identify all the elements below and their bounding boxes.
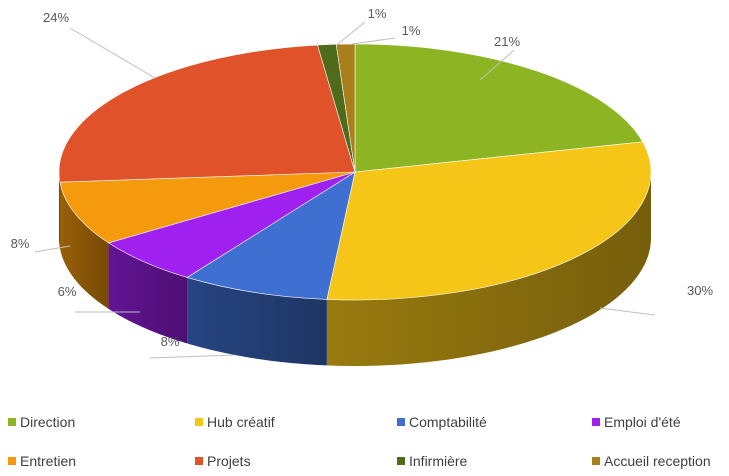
data-label-comptabilite: 8% — [161, 334, 180, 349]
legend-label-entretien: Entretien — [20, 453, 76, 469]
leader-line-infirmiere — [337, 21, 366, 45]
leader-lines — [34, 21, 656, 359]
pie-slice-hub-creatif — [326, 141, 652, 301]
leader-line-projets — [69, 27, 156, 79]
data-label-entretien: 8% — [11, 236, 30, 251]
legend-swatch-direction — [8, 418, 16, 426]
leader-line-accueil-reception — [351, 37, 396, 45]
leader-line-comptabilite — [149, 354, 236, 359]
legend-item-infirmiere: Infirmière — [397, 453, 468, 469]
pie-side-comptabilite — [187, 277, 327, 366]
legend-swatch-entretien — [8, 457, 16, 465]
legend-label-accueil-reception: Accueil reception — [604, 453, 711, 469]
legend-label-direction: Direction — [20, 414, 75, 430]
pie-side-hub-creatif — [326, 172, 651, 366]
legend-label-emploi-d-ete: Emploi d'été — [604, 414, 681, 430]
legend-swatch-infirmiere — [397, 457, 405, 465]
pie-side-entretien — [59, 182, 109, 309]
data-label-direction: 21% — [494, 34, 520, 49]
legend-label-infirmiere: Infirmière — [409, 453, 468, 469]
legend-swatch-hub-creatif — [195, 418, 203, 426]
legend-item-hub-creatif: Hub créatif — [195, 414, 275, 430]
data-labels: 21% 30% 8% 6% 8% 24% 1% 1% — [11, 6, 714, 349]
pie-side-emploi-d-ete — [108, 242, 188, 344]
pie-slice-entretien — [59, 171, 356, 244]
data-label-emploi-d-ete: 6% — [58, 284, 77, 299]
legend-item-entretien: Entretien — [8, 453, 76, 469]
legend-swatch-comptabilite — [397, 418, 405, 426]
pie-side-projets — [59, 172, 60, 249]
legend-label-comptabilite: Comptabilité — [409, 414, 487, 430]
leader-line-hub-creatif — [599, 307, 656, 316]
legend-label-hub-creatif: Hub créatif — [207, 414, 275, 430]
pie-slice-projets — [58, 44, 356, 183]
data-label-infirmiere: 1% — [368, 6, 387, 21]
pie-slice-direction — [354, 43, 644, 173]
data-label-projets: 24% — [43, 10, 69, 25]
legend-label-projets: Projets — [207, 453, 251, 469]
leader-line-entretien — [34, 245, 71, 253]
legend-item-direction: Direction — [8, 414, 75, 430]
legend-swatch-projets — [195, 457, 203, 465]
pie-sides — [59, 172, 651, 366]
legend-item-emploi-d-ete: Emploi d'été — [592, 414, 681, 430]
data-label-accueil-reception: 1% — [402, 23, 421, 38]
legend-swatch-accueil-reception — [592, 457, 600, 465]
legend-swatch-emploi-d-ete — [592, 418, 600, 426]
pie-tops — [58, 43, 652, 301]
data-label-hub-creatif: 30% — [687, 283, 713, 298]
legend-item-accueil-reception: Accueil reception — [592, 453, 711, 469]
legend: Direction Hub créatif Comptabilité Emploi d… — [8, 414, 711, 469]
leader-line-direction — [479, 49, 515, 81]
legend-item-projets: Projets — [195, 453, 251, 469]
pie-slice-comptabilite — [186, 171, 356, 300]
legend-item-comptabilite: Comptabilité — [397, 414, 487, 430]
